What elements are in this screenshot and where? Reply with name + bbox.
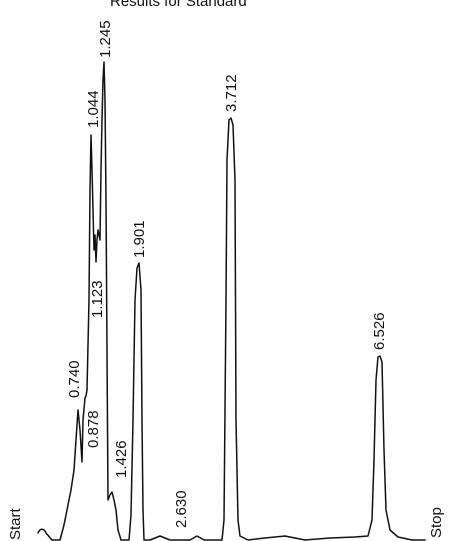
peak-label: 0.740 (66, 360, 83, 398)
peak-label: 3.712 (223, 74, 240, 112)
peak-label: 0.878 (85, 410, 102, 448)
peak-label: 1.245 (97, 20, 114, 58)
peak-label: 2.630 (173, 490, 190, 528)
peak-label: 1.123 (89, 280, 106, 318)
peak-label: 1.426 (113, 440, 130, 478)
start-label: Start (7, 507, 24, 540)
peak-label: 1.901 (131, 220, 148, 258)
peak-label: 6.526 (371, 312, 388, 350)
chart-header-text: Results for Standard (110, 0, 247, 10)
stop-label: Stop (428, 507, 445, 538)
chromatogram-trace (37, 61, 426, 541)
peak-label: 1.044 (85, 90, 102, 128)
